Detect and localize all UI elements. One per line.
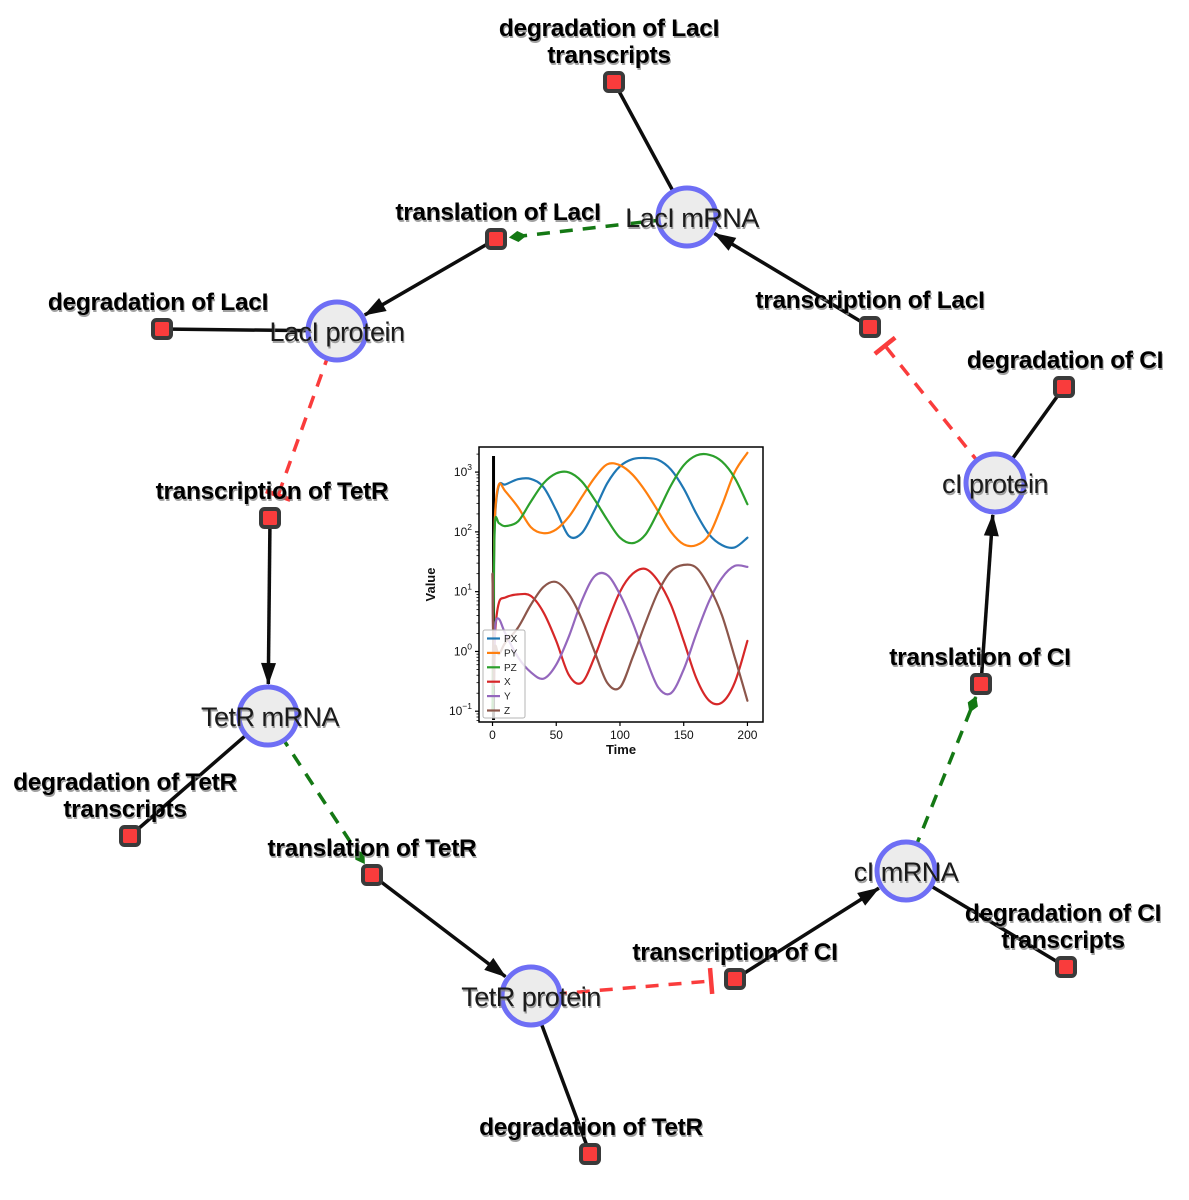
reaction-node-degradation-laci-transcripts[interactable] <box>603 71 625 93</box>
edge-production-transcription-laci-to-laci-mrna[interactable] <box>713 231 871 329</box>
x-tick-label: 100 <box>610 728 630 742</box>
x-tick-label: 0 <box>489 728 496 742</box>
reaction-label-transcription-ci: transcription of CI <box>632 939 837 966</box>
edge-production-translation-tetr-to-tetr-protein[interactable] <box>370 873 507 978</box>
reaction-node-degradation-ci-transcripts[interactable] <box>1055 956 1077 978</box>
reaction-label-transcription-laci: transcription of LacI <box>755 287 984 314</box>
nodes-layer <box>119 71 1077 1165</box>
chart-frame <box>478 446 764 723</box>
reaction-label-transcription-tetr: transcription of TetR <box>156 478 389 505</box>
reaction-node-transcription-tetr[interactable] <box>259 507 281 529</box>
x-tick-label: 200 <box>737 728 757 742</box>
x-tick-label: 50 <box>550 728 564 742</box>
reaction-node-degradation-laci[interactable] <box>151 318 173 340</box>
reaction-label-degradation-laci-transcripts: degradation of LacI <box>499 15 719 42</box>
reaction-label-degradation-ci: degradation of CI <box>967 347 1163 374</box>
reaction-node-translation-laci[interactable] <box>485 228 507 250</box>
reaction-label-degradation-tetr-transcripts: transcripts <box>63 796 186 823</box>
series-line-PZ <box>491 452 749 713</box>
species-node-laci-mrna[interactable] <box>655 185 719 249</box>
x-axis-title: Time <box>606 742 636 757</box>
edge-production-translation-laci-to-laci-protein[interactable] <box>363 237 497 317</box>
reaction-node-transcription-laci[interactable] <box>859 316 881 338</box>
reaction-node-transcription-ci[interactable] <box>724 968 746 990</box>
reaction-label-translation-laci: translation of LacI <box>395 199 600 226</box>
legend-label-PZ: PZ <box>504 663 517 674</box>
legend-label-PX: PX <box>504 634 518 645</box>
reaction-label-degradation-laci: degradation of LacI <box>48 289 268 316</box>
reaction-label-degradation-ci-transcripts: transcripts <box>1001 927 1124 954</box>
reaction-label-degradation-ci-transcripts: degradation of CI <box>965 900 1161 927</box>
species-label-tetr-mrna: TetR mRNA <box>201 702 340 732</box>
reaction-label-degradation-tetr-transcripts: degradation of TetR <box>13 769 237 796</box>
edge-production-translation-ci-to-ci-protein[interactable] <box>979 513 999 685</box>
legend-label-Z: Z <box>504 706 510 717</box>
x-tick-label: 150 <box>674 728 694 742</box>
reaction-node-degradation-tetr[interactable] <box>579 1143 601 1165</box>
reaction-label-degradation-laci-transcripts: transcripts <box>547 42 670 69</box>
reaction-node-degradation-tetr-transcripts[interactable] <box>119 825 141 847</box>
series-line-Y <box>491 564 749 696</box>
species-label-laci-protein: LacI protein <box>269 317 404 347</box>
reaction-label-translation-tetr: translation of TetR <box>268 835 478 862</box>
reaction-node-translation-ci[interactable] <box>970 673 992 695</box>
edge-production-transcription-ci-to-ci-mrna[interactable] <box>734 886 880 981</box>
species-label-laci-mrna: LacI mRNA <box>625 203 759 233</box>
species-label-tetr-protein: TetR protein <box>461 982 601 1012</box>
species-node-tetr-mrna[interactable] <box>236 684 300 748</box>
reaction-label-degradation-tetr: degradation of TetR <box>479 1114 703 1141</box>
species-label-ci-protein: cI protein <box>942 469 1048 499</box>
chart-plot-area <box>479 447 763 722</box>
species-node-ci-mrna[interactable] <box>874 839 938 903</box>
legend-label-X: X <box>504 677 511 688</box>
labels-layer: LacI mRNA LacI protein TetR mRNA TetR prote… <box>13 15 1163 1141</box>
series-line-PY <box>491 451 749 713</box>
species-label-ci-mrna: cI mRNA <box>854 857 959 887</box>
legend-label-Y: Y <box>504 692 511 703</box>
y-axis-title: Value <box>423 568 438 602</box>
reaction-node-translation-tetr[interactable] <box>361 864 383 886</box>
series-line-X <box>491 567 749 706</box>
reaction-node-degradation-ci[interactable] <box>1053 376 1075 398</box>
species-node-laci-protein[interactable] <box>305 299 369 363</box>
species-node-ci-protein[interactable] <box>963 451 1027 515</box>
species-node-tetr-protein[interactable] <box>499 964 563 1028</box>
edge-production-transcription-tetr-to-tetr-mrna[interactable] <box>261 517 277 685</box>
chart-legend: PX PY PZ XYZ <box>482 629 526 719</box>
reaction-label-translation-ci: translation of CI <box>889 644 1070 671</box>
legend-label-PY: PY <box>504 648 518 659</box>
